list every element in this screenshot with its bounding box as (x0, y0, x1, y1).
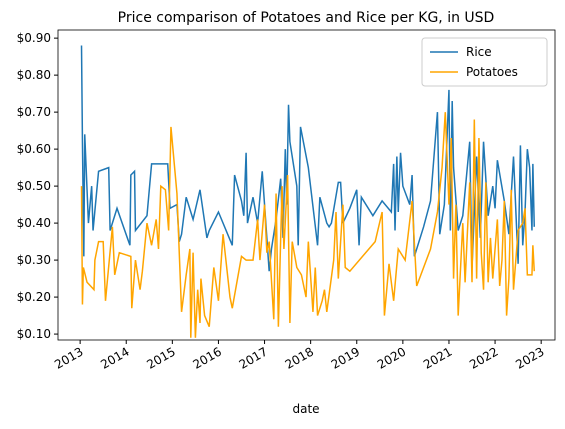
x-tick-label: 2015 (144, 344, 177, 371)
legend-label: Rice (466, 45, 492, 59)
y-tick-label: $0.40 (17, 216, 51, 230)
y-tick-label: $0.60 (17, 142, 51, 156)
x-tick-label: 2019 (329, 344, 362, 371)
y-tick-label: $0.70 (17, 105, 51, 119)
y-tick-label: $0.30 (17, 253, 51, 267)
y-tick-label: $0.90 (17, 31, 51, 45)
y-tick-label: $0.50 (17, 179, 51, 193)
plot-frame (57, 29, 556, 341)
x-tick-label: 2016 (190, 344, 223, 371)
x-tick-label: 2018 (283, 344, 316, 371)
y-tick-label: $0.80 (17, 68, 51, 82)
y-tick-label: $0.20 (17, 290, 51, 304)
x-tick-label: 2020 (375, 344, 408, 371)
chart-title: Price comparison of Potatoes and Rice pe… (118, 10, 495, 26)
x-tick-label: 2023 (513, 344, 546, 371)
x-tick-label: 2021 (421, 344, 454, 371)
x-tick-label: 2014 (98, 344, 131, 371)
x-tick-label: 2013 (52, 344, 85, 371)
x-axis-label: date (292, 402, 319, 416)
x-tick-label: 2017 (237, 344, 270, 371)
legend-label: Potatoes (466, 65, 518, 79)
y-tick-label: $0.10 (17, 327, 51, 341)
legend-box (421, 37, 548, 87)
legend: Rice Potatoes (421, 37, 548, 87)
series-line (80, 112, 535, 338)
x-tick-label: 2022 (467, 344, 500, 371)
